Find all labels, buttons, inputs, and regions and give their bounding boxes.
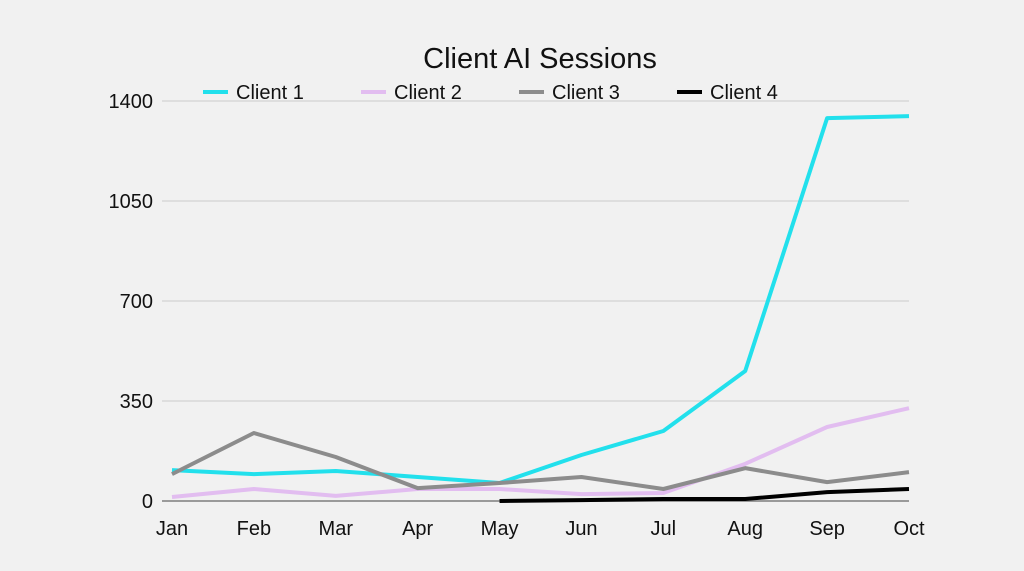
legend-label: Client 3 — [552, 82, 620, 104]
y-tick-label: 350 — [120, 391, 153, 413]
data-point — [498, 487, 502, 491]
data-point — [170, 495, 174, 499]
data-point — [907, 114, 911, 118]
data-point — [170, 472, 174, 476]
data-point — [743, 462, 747, 466]
series-line-client-2 — [171, 406, 910, 499]
x-tick-label: Jan — [156, 518, 188, 540]
legend-label: Client 4 — [710, 82, 778, 104]
data-point — [416, 486, 420, 490]
data-point — [743, 466, 747, 470]
data-point — [661, 497, 665, 501]
x-tick-label: Jun — [565, 518, 597, 540]
data-point — [661, 487, 665, 491]
data-point — [907, 487, 911, 491]
x-tick-label: Aug — [727, 518, 763, 540]
data-point — [743, 369, 747, 373]
data-point — [661, 429, 665, 433]
legend-label: Client 2 — [394, 82, 462, 104]
data-point — [579, 492, 583, 496]
x-tick-label: Feb — [237, 518, 271, 540]
data-point — [743, 497, 747, 501]
data-point — [252, 431, 256, 435]
y-tick-label: 700 — [120, 291, 153, 313]
y-tick-label: 0 — [142, 491, 153, 513]
series-line-client-4 — [499, 487, 910, 503]
y-tick-label: 1400 — [109, 91, 154, 113]
data-point — [334, 494, 338, 498]
x-tick-label: Oct — [893, 518, 925, 540]
legend-label: Client 1 — [236, 82, 304, 104]
data-point — [825, 425, 829, 429]
x-tick-label: Jul — [651, 518, 677, 540]
x-tick-label: Mar — [319, 518, 354, 540]
data-point — [252, 487, 256, 491]
data-point — [579, 498, 583, 502]
data-point — [498, 499, 502, 503]
data-point — [334, 469, 338, 473]
data-point — [907, 470, 911, 474]
chart-title: Client AI Sessions — [423, 43, 657, 75]
data-point — [579, 453, 583, 457]
series-line-client-1 — [171, 114, 910, 485]
data-point — [416, 475, 420, 479]
data-point — [661, 491, 665, 495]
y-tick-label: 1050 — [109, 191, 154, 213]
data-point — [825, 490, 829, 494]
data-point — [825, 116, 829, 120]
series-line-client-3 — [171, 431, 910, 491]
x-tick-label: Apr — [402, 518, 433, 540]
data-point — [907, 406, 911, 410]
x-tick-label: May — [481, 518, 519, 540]
x-tick-label: Sep — [809, 518, 845, 540]
data-point — [579, 475, 583, 479]
data-point — [334, 455, 338, 459]
data-point — [252, 472, 256, 476]
data-point — [498, 481, 502, 485]
data-point — [825, 480, 829, 484]
